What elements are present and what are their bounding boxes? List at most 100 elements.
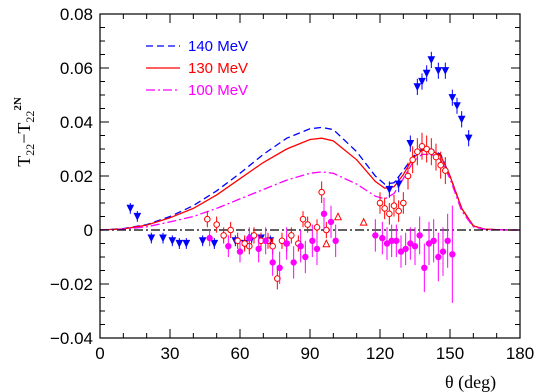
data-point <box>227 226 234 234</box>
data-point <box>379 234 386 242</box>
data-point <box>425 240 433 247</box>
data-point <box>427 56 436 64</box>
chart-frame <box>99 13 521 339</box>
y-tick-label: 0.08 <box>60 5 93 24</box>
data-point <box>395 207 402 215</box>
data-point <box>290 259 297 266</box>
data-point <box>393 237 400 244</box>
data-point <box>302 253 309 261</box>
data-point <box>204 215 211 223</box>
data-point <box>409 156 416 164</box>
data-point <box>430 237 437 244</box>
chart-marks <box>99 51 520 303</box>
x-tick-label: 90 <box>301 344 320 363</box>
data-point <box>304 221 311 228</box>
chart-ticks: 0 30 60 90 120 150 180 −0.04 −0.02 0 0.02 0.04 0.06 0… <box>50 5 534 363</box>
data-point <box>333 212 343 221</box>
legend-label: 140 MeV <box>188 38 248 55</box>
data-point <box>416 232 423 239</box>
data-point <box>126 204 135 213</box>
x-tick-label: 150 <box>436 344 464 363</box>
x-tick-label: 60 <box>231 344 250 363</box>
legend-label: 130 MeV <box>188 60 248 77</box>
plot-frame <box>99 13 521 339</box>
data-point <box>246 234 253 242</box>
y-tick-label: 0 <box>84 221 93 240</box>
data-point <box>428 148 435 155</box>
data-point <box>381 205 388 212</box>
data-point <box>327 218 335 226</box>
data-point <box>404 172 412 180</box>
curve-140-mev <box>99 126 520 231</box>
data-point <box>236 248 244 255</box>
data-point <box>220 232 227 239</box>
data-point <box>206 234 213 242</box>
data-point <box>437 161 444 169</box>
data-point <box>376 199 384 207</box>
data-point <box>133 212 142 221</box>
svg-text:T22−T222N: T22−T222N <box>12 97 37 167</box>
x-tick-label: 30 <box>161 344 180 363</box>
data-point <box>262 237 269 244</box>
data-point <box>407 240 414 247</box>
x-tick-label: 180 <box>506 344 534 363</box>
data-point <box>269 259 276 266</box>
data-point <box>313 245 321 253</box>
data-point <box>299 215 307 223</box>
data-point <box>320 210 328 217</box>
data-point <box>313 224 321 231</box>
y-axis-label: T22−T222N <box>12 97 37 167</box>
data-point <box>400 199 407 207</box>
data-point <box>449 251 456 258</box>
data-point <box>413 83 422 91</box>
data-point <box>402 245 409 253</box>
legend-label: 100 MeV <box>188 82 248 99</box>
data-point <box>411 242 419 250</box>
data-point <box>385 185 394 194</box>
y-tick-label: 0.02 <box>60 167 93 186</box>
data-point <box>444 237 451 244</box>
data-point <box>332 237 339 244</box>
data-point <box>210 239 219 248</box>
data-point <box>435 253 442 261</box>
curve-130-mev <box>99 137 520 231</box>
data-point <box>288 232 295 239</box>
data-point <box>255 245 262 253</box>
data-point <box>434 67 443 75</box>
x-tick-label: 0 <box>95 344 104 363</box>
data-point <box>225 242 232 250</box>
data-point <box>390 202 398 209</box>
data-point <box>309 237 316 244</box>
data-point <box>175 239 184 248</box>
data-point <box>283 240 290 247</box>
y-tick-label: −0.04 <box>50 329 93 348</box>
data-point <box>442 167 449 174</box>
y-tick-label: 0.06 <box>60 59 93 78</box>
data-point <box>394 180 403 189</box>
data-point <box>441 67 450 75</box>
data-point <box>198 237 207 245</box>
data-point <box>276 264 283 271</box>
y-tick-label: 0.04 <box>60 113 93 132</box>
data-point <box>318 188 325 196</box>
data-point <box>213 221 220 228</box>
x-axis-label: θ (deg) <box>445 372 496 392</box>
data-point <box>457 115 466 124</box>
data-point <box>147 234 156 243</box>
data-point <box>448 94 457 102</box>
y-tick-label: −0.02 <box>50 275 93 294</box>
data-point <box>168 237 177 245</box>
data-point <box>359 217 368 226</box>
data-point <box>453 102 461 110</box>
chart-legend: 140 MeV 130 MeV 100 MeV <box>146 38 248 99</box>
data-point <box>397 248 405 255</box>
data-point <box>464 134 473 143</box>
data-point <box>414 148 421 155</box>
data-point <box>159 234 167 243</box>
data-point <box>250 232 258 239</box>
data-point <box>421 264 428 271</box>
data-point <box>422 69 431 78</box>
curve-100-mev <box>99 153 520 231</box>
x-tick-label: 120 <box>366 344 394 363</box>
